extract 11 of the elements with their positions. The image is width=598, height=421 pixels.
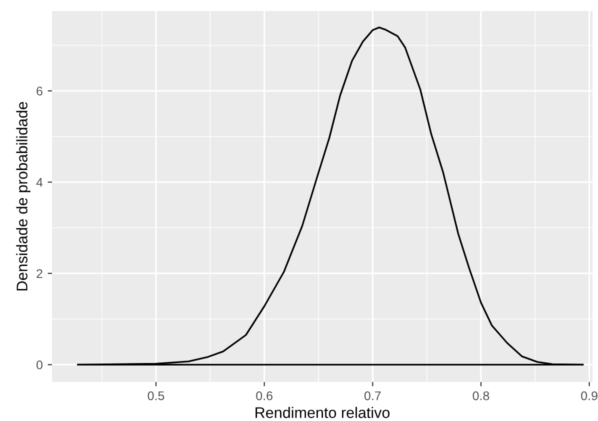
x-tick-label: 0.5 [148,391,164,400]
y-tick-label: 4 [36,178,43,187]
y-axis-title: Densidade de probabilidade [16,102,30,290]
x-tick-label: 0.7 [364,391,381,400]
x-tick-label: 0.6 [256,391,272,400]
x-tick-label: 0.8 [472,391,490,400]
x-tick-label: 0.9 [581,391,598,400]
y-tick-label: 2 [36,269,42,278]
y-tick-label: 0 [36,360,42,370]
y-tick-label: 6 [36,86,42,96]
x-axis-title: Rendimento relativo [256,406,390,418]
